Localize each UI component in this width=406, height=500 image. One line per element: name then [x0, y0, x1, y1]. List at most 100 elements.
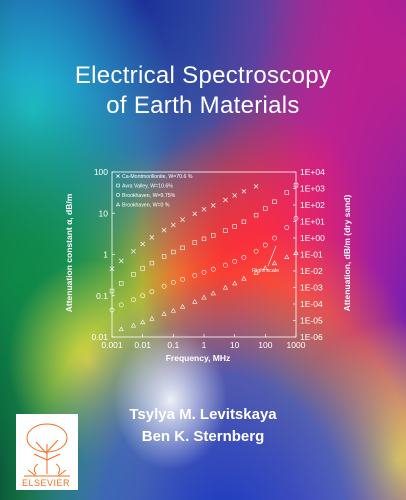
data-point-square [149, 260, 155, 266]
series-x [109, 183, 259, 272]
data-point-square [140, 266, 145, 271]
data-point-triangle [241, 275, 247, 281]
author-1: Tsylya M. Levitskaya [129, 406, 277, 423]
data-point-circle [149, 289, 155, 295]
data-point-square [180, 245, 185, 251]
data-point-triangle [262, 265, 268, 271]
data-point-square [131, 272, 136, 277]
data-point-square [171, 249, 176, 255]
right-scale-arrow [267, 245, 277, 267]
legend-marker-circle [116, 193, 120, 197]
y-tick-label: 10 [99, 208, 109, 218]
data-point-triangle [179, 303, 186, 309]
publisher-name: ELSEVIER [21, 478, 71, 488]
data-point-x [232, 193, 238, 198]
x-tick-label: 0.001 [101, 340, 123, 350]
data-point-square [232, 224, 237, 229]
y-right-tick-label: 1E-03 [300, 283, 323, 293]
data-point-square [241, 219, 247, 225]
y-tick-label: 1 [103, 250, 108, 260]
data-point-circle [262, 242, 268, 248]
y-tick-label: 0.1 [96, 291, 108, 301]
data-point-circle [170, 280, 176, 285]
right-scale-annotation: Right scale [252, 268, 279, 274]
y-right-tick-label: 1E-05 [300, 316, 323, 326]
y-right-tick-label: 1E+04 [300, 167, 325, 177]
y-right-tick-label: 1E+00 [300, 233, 325, 243]
x-tick-label: 10 [230, 340, 240, 350]
data-point-triangle [271, 260, 278, 266]
data-point-circle [272, 235, 277, 241]
data-point-circle [210, 266, 216, 272]
data-point-x [118, 258, 124, 264]
y-tick-label: 100 [94, 167, 108, 177]
data-point-square [161, 254, 167, 259]
legend-label: Ca-Montmorillonite, W=70.6 % [122, 174, 193, 180]
data-point-square [293, 182, 299, 188]
data-point-triangle [222, 284, 229, 290]
data-point-square [263, 206, 268, 211]
title-line-1: Electrical Spectroscopy [74, 62, 332, 89]
y-axis-right-label: Attenuation, dB/m (dry sand) [342, 195, 352, 312]
data-point-triangle [149, 315, 155, 321]
x-tick-label: 1 [202, 340, 207, 350]
y-axis-label: Attenuation constant α, dB/m [64, 193, 74, 312]
data-point-x [210, 203, 216, 208]
data-point-triangle [293, 249, 299, 255]
x-axis-label: Frequency, MHz [166, 353, 231, 363]
y-right-tick-label: 1E-04 [300, 299, 323, 309]
legend-marker-triangle [115, 202, 121, 207]
data-point-circle [161, 283, 167, 289]
series-square [109, 182, 299, 294]
y-right-tick-label: 1E+02 [300, 200, 325, 210]
legend-label: Brookhaven, W=9.75% [122, 193, 176, 199]
legend-marker-x [116, 174, 120, 178]
data-point-triangle [253, 269, 259, 275]
data-point-circle [140, 293, 146, 299]
legend-label: Avra Valley, W=10.6% [122, 184, 173, 190]
data-point-x [131, 248, 136, 254]
data-point-square [272, 199, 277, 204]
data-point-x [161, 227, 167, 233]
data-point-square [119, 281, 124, 286]
series-triangle [118, 249, 299, 332]
y-right-tick-label: 1E-06 [300, 332, 323, 342]
data-point-x [140, 241, 146, 247]
data-point-square [109, 288, 115, 294]
data-point-x [201, 206, 207, 212]
data-point-triangle [284, 254, 290, 260]
y-right-tick-label: 1E-02 [300, 266, 323, 276]
data-point-square [201, 236, 207, 242]
data-point-triangle [140, 319, 146, 325]
data-point-circle [118, 302, 124, 308]
data-point-square [253, 212, 259, 218]
data-point-triangle [201, 294, 207, 300]
data-point-x [149, 235, 155, 240]
author-2: Ben K. Sternberg [141, 428, 265, 445]
x-tick-label: 100 [258, 340, 272, 350]
data-point-square [223, 228, 228, 233]
data-point-triangle [130, 322, 137, 328]
chart-ticks: 0.001 0.01 0.1 1 10 100 10000.010.11101001E-06… [91, 167, 325, 350]
data-point-triangle [161, 311, 167, 316]
y-right-tick-label: 1E+03 [300, 184, 325, 194]
chart-legend: Ca-Montmorillonite, W=70.6 % Avra Valley,… [115, 174, 193, 209]
y-right-tick-label: 1E+01 [300, 217, 325, 227]
data-point-triangle [118, 326, 124, 332]
data-point-circle [293, 216, 299, 221]
data-point-circle [241, 255, 247, 260]
data-point-triangle [170, 307, 176, 313]
data-point-square [284, 190, 289, 195]
data-point-circle [131, 297, 136, 303]
chart-marks [109, 182, 299, 332]
data-point-x [170, 222, 176, 228]
data-point-circle [284, 225, 290, 230]
data-point-circle [180, 276, 185, 282]
data-point-x [109, 266, 115, 272]
x-tick-label: 1000 [287, 340, 306, 350]
data-point-x [223, 197, 228, 203]
data-point-x [180, 217, 185, 222]
